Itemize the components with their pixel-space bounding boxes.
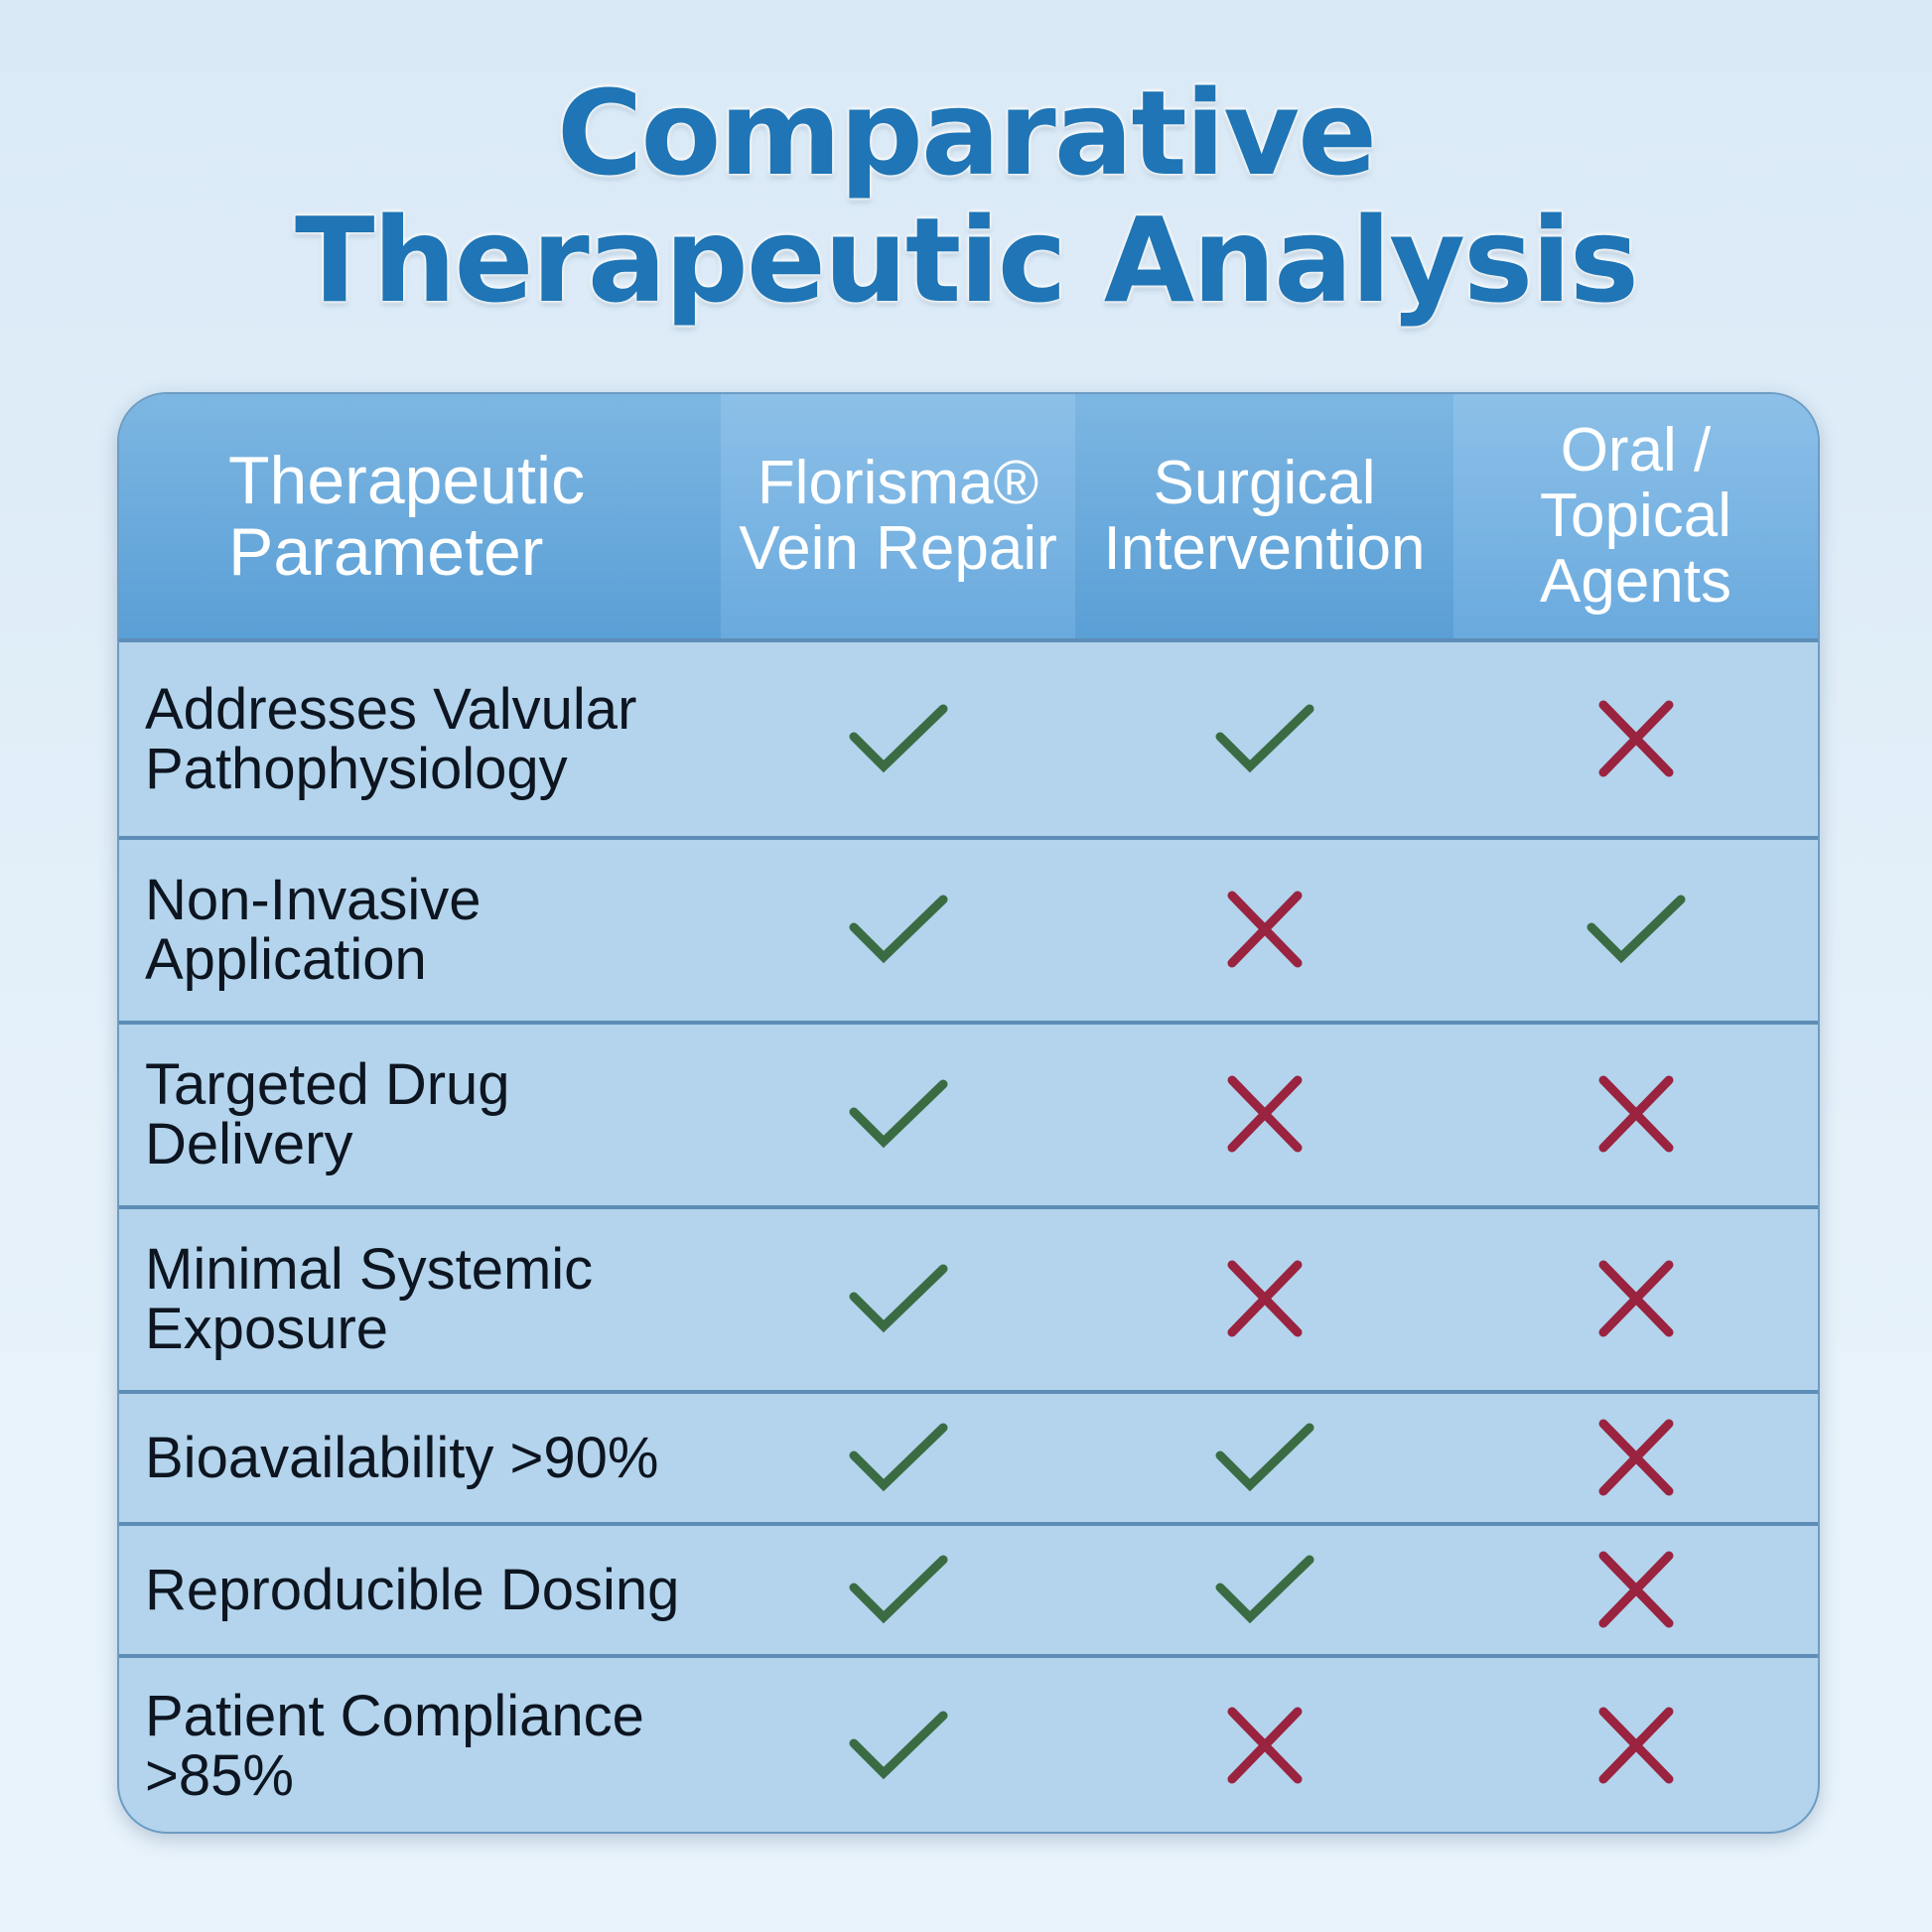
mark-cell [721, 1390, 1075, 1522]
mark-cell [1453, 1205, 1818, 1390]
mark-cell [1453, 836, 1818, 1021]
check-icon [849, 1079, 947, 1149]
check-icon [1215, 1423, 1313, 1491]
cross-icon [1598, 1260, 1673, 1337]
column-header: Florisma® Vein Repair [721, 394, 1075, 638]
mark-cell [1453, 1021, 1818, 1205]
check-icon [1215, 1555, 1313, 1623]
check-icon [849, 1555, 947, 1623]
mark-cell [721, 1021, 1075, 1205]
check-icon [849, 895, 947, 964]
mark-cell [1453, 1522, 1818, 1654]
cross-icon [1598, 1707, 1673, 1783]
check-icon [1215, 704, 1313, 772]
mark-cell [1453, 1390, 1818, 1522]
mark-cell [1075, 638, 1453, 836]
cross-icon [1598, 700, 1673, 776]
parameter-cell: Patient Compliance >85% [119, 1654, 721, 1832]
parameter-cell: Addresses Valvular Pathophysiology [119, 638, 721, 836]
column-header: Therapeutic Parameter [119, 394, 721, 638]
cross-icon [1598, 1075, 1673, 1153]
cross-icon [1227, 1707, 1302, 1783]
parameter-cell: Non-Invasive Application [119, 836, 721, 1021]
cross-icon [1598, 1551, 1673, 1627]
cross-icon [1227, 891, 1302, 968]
check-icon [849, 1711, 947, 1779]
mark-cell [721, 836, 1075, 1021]
mark-cell [721, 638, 1075, 836]
mark-cell [1075, 1390, 1453, 1522]
cross-icon [1227, 1260, 1302, 1337]
check-icon [849, 704, 947, 772]
column-header: Surgical Intervention [1075, 394, 1453, 638]
check-icon [849, 1423, 947, 1491]
title: Comparative Therapeutic Analysis [295, 65, 1639, 329]
cross-icon [1598, 1419, 1673, 1495]
mark-cell [1075, 836, 1453, 1021]
mark-cell [1075, 1522, 1453, 1654]
parameter-cell: Bioavailability >90% [119, 1390, 721, 1522]
mark-cell [721, 1654, 1075, 1832]
parameter-cell: Minimal Systemic Exposure [119, 1205, 721, 1390]
column-header: Oral / Topical Agents [1453, 394, 1818, 638]
mark-cell [1075, 1654, 1453, 1832]
mark-cell [721, 1522, 1075, 1654]
parameter-cell: Reproducible Dosing [119, 1522, 721, 1654]
cross-icon [1227, 1075, 1302, 1153]
mark-cell [1075, 1021, 1453, 1205]
check-icon [1587, 895, 1685, 964]
comparison-table: Therapeutic Parameter Florisma® Vein Repa… [117, 392, 1820, 1834]
mark-cell [1075, 1205, 1453, 1390]
mark-cell [721, 1205, 1075, 1390]
parameter-cell: Targeted Drug Delivery [119, 1021, 721, 1205]
check-icon [849, 1264, 947, 1333]
mark-cell [1453, 638, 1818, 836]
mark-cell [1453, 1654, 1818, 1832]
